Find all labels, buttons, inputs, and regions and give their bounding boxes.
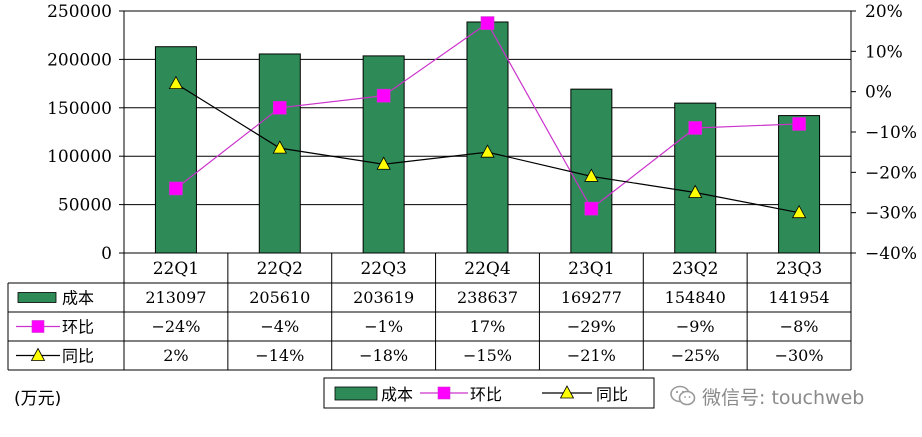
data-table: 22Q1 22Q2 22Q3 22Q4 23Q1 23Q2 23Q3 213097 205610… bbox=[7, 252, 852, 371]
tongbi-point bbox=[168, 75, 184, 89]
row-key-square bbox=[31, 320, 45, 333]
x-tick-label: 23Q3 bbox=[776, 259, 822, 279]
tongbi-point bbox=[584, 168, 599, 182]
x-tick-label: 22Q4 bbox=[464, 259, 510, 279]
row-key-bar-swatch bbox=[17, 292, 57, 303]
row-label: 同比 bbox=[62, 347, 94, 366]
huanbi-point bbox=[688, 121, 703, 135]
data-label: −25% bbox=[671, 346, 720, 365]
y-right-tick-label: −30% bbox=[865, 204, 917, 224]
legend-label: 成本 bbox=[381, 385, 413, 404]
y-left-tick-label: 250000 bbox=[47, 2, 112, 22]
data-label: −4% bbox=[260, 317, 299, 336]
y-left-tick-label: 150000 bbox=[47, 99, 112, 119]
wechat-icon bbox=[670, 385, 696, 406]
tongbi-point bbox=[480, 144, 495, 158]
data-label: −29% bbox=[567, 317, 616, 336]
y-right-tick-label: 10% bbox=[865, 42, 903, 62]
legend: 成本 环比 同比 bbox=[323, 377, 655, 409]
huanbi-point bbox=[480, 16, 495, 30]
y-right-tick-label: −10% bbox=[865, 123, 917, 143]
y-left-tick-label: 100000 bbox=[47, 147, 112, 167]
y-right-tick-label: −20% bbox=[865, 163, 917, 183]
data-label: 205610 bbox=[249, 288, 310, 307]
huanbi-point bbox=[272, 101, 287, 115]
data-label: −30% bbox=[775, 346, 824, 365]
data-label: 238637 bbox=[457, 288, 518, 307]
legend-swatch-bar bbox=[334, 386, 378, 401]
data-label: 169277 bbox=[561, 288, 622, 307]
y-right-tick-label: 20% bbox=[865, 2, 903, 22]
data-label: 203619 bbox=[353, 288, 414, 307]
data-label: −15% bbox=[463, 346, 512, 365]
huanbi-point bbox=[169, 181, 183, 196]
data-label: 213097 bbox=[145, 288, 206, 307]
legend-swatch-square bbox=[437, 386, 451, 400]
bar bbox=[362, 55, 405, 254]
x-tick-label: 23Q1 bbox=[568, 259, 614, 279]
bars bbox=[154, 21, 821, 254]
y-axis-left: 0 50000 100000 150000 200000 250000 bbox=[47, 2, 124, 264]
lines bbox=[168, 16, 807, 219]
huanbi-point bbox=[792, 117, 806, 131]
tongbi-point bbox=[688, 184, 703, 198]
unit-label: (万元) bbox=[14, 389, 62, 409]
data-label: −24% bbox=[151, 317, 200, 336]
watermark-text: 微信号: touchweb bbox=[702, 386, 865, 409]
data-label: 141954 bbox=[769, 288, 830, 307]
data-label: 154840 bbox=[665, 288, 726, 307]
y-axis-right: −40% −30% −20% −10% 0% 10% 20% bbox=[851, 2, 917, 264]
data-label: −1% bbox=[364, 317, 403, 336]
y-right-tick-label: −40% bbox=[865, 244, 917, 264]
tongbi-point bbox=[272, 140, 287, 154]
data-label: −9% bbox=[676, 317, 715, 336]
x-tick-label: 22Q1 bbox=[153, 259, 199, 279]
x-tick-label: 22Q2 bbox=[257, 259, 303, 279]
y-right-tick-label: 0% bbox=[865, 83, 892, 103]
row-label: 成本 bbox=[62, 289, 94, 308]
x-tick-label: 23Q2 bbox=[672, 259, 718, 279]
huanbi-point bbox=[584, 201, 599, 216]
y-left-tick-label: 0 bbox=[101, 244, 112, 264]
legend-label: 环比 bbox=[470, 385, 502, 404]
tongbi-point bbox=[791, 204, 807, 219]
data-label: −21% bbox=[567, 346, 616, 365]
data-label: 2% bbox=[163, 346, 188, 365]
row-label: 环比 bbox=[62, 318, 94, 337]
huanbi-point bbox=[376, 88, 391, 103]
data-label: −18% bbox=[359, 346, 408, 365]
tongbi-point bbox=[376, 156, 391, 170]
bar bbox=[466, 21, 509, 254]
y-left-tick-label: 200000 bbox=[47, 50, 112, 70]
legend-label: 同比 bbox=[596, 385, 628, 404]
x-tick-label: 22Q3 bbox=[360, 259, 406, 279]
legend-box bbox=[323, 377, 655, 409]
data-label: −8% bbox=[780, 317, 819, 336]
data-label: 17% bbox=[470, 317, 506, 336]
y-left-tick-label: 50000 bbox=[58, 196, 112, 216]
data-label: −14% bbox=[255, 346, 304, 365]
legend-swatch-triangle bbox=[559, 385, 575, 399]
watermark: 微信号: touchweb bbox=[670, 383, 864, 409]
bar bbox=[778, 115, 821, 254]
row-key-triangle bbox=[30, 347, 46, 361]
